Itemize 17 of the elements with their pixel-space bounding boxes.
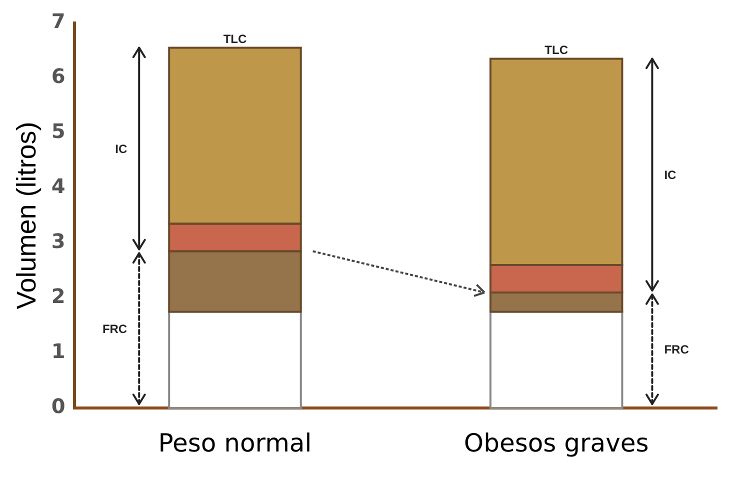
- y-axis-title: Volumen (litros): [12, 122, 42, 310]
- y-tick-label: 2: [51, 284, 66, 308]
- y-tick-label: 5: [51, 119, 66, 144]
- y-tick-label: 4: [51, 174, 66, 198]
- x-tick-label: Peso normal: [158, 428, 312, 458]
- y-tick-label: 7: [51, 9, 66, 34]
- y-tick-label: 3: [51, 229, 66, 254]
- annotation: IC: [664, 168, 677, 182]
- annotation: FRC: [664, 342, 690, 357]
- annotation: FRC: [102, 322, 128, 336]
- annotation: TLC: [544, 43, 568, 58]
- y-tick-label: 1: [51, 339, 66, 364]
- y-tick-label: 6: [51, 64, 66, 88]
- annotation: TLC: [223, 32, 247, 46]
- x-tick-label: Obesos graves: [464, 428, 649, 458]
- y-tick-label: 0: [51, 394, 66, 418]
- annotation: IC: [115, 142, 128, 156]
